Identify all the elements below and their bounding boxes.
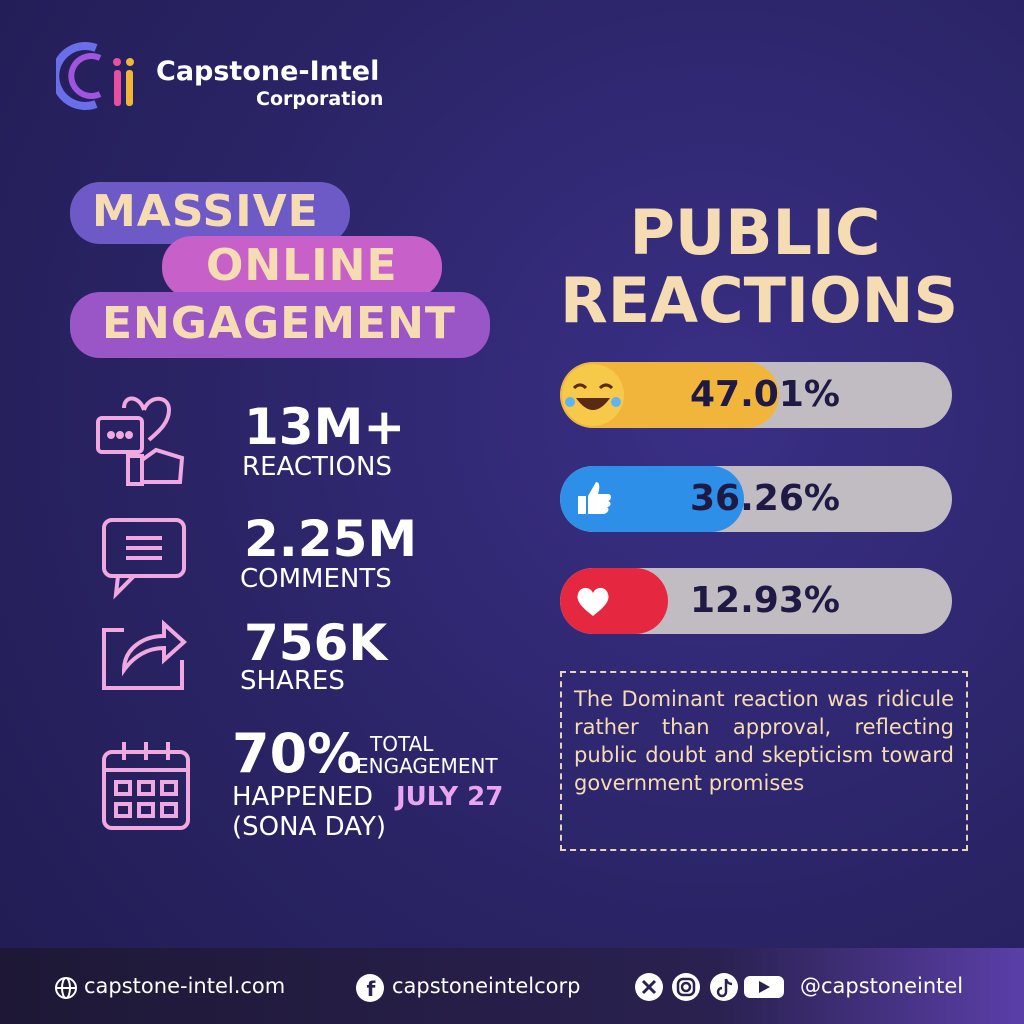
heading: MASSIVE	[92, 186, 319, 237]
bubble	[70, 292, 490, 358]
stat-label: SHARES	[240, 666, 345, 696]
footer: capstone-intel.com f capstoneintelcorp @…	[0, 948, 1024, 1024]
stat-icons	[96, 396, 187, 690]
highlight-value: 70%	[232, 722, 362, 785]
bubble	[162, 236, 442, 298]
stat-label: REACTIONS	[242, 452, 392, 482]
heading: ONLINE	[206, 240, 398, 291]
reactions-note: The Dominant reaction was ridicule rathe…	[560, 671, 968, 851]
stat-value: 756K	[244, 614, 388, 672]
calendar-icon	[102, 742, 190, 830]
social-icons	[635, 973, 784, 1001]
globe-icon	[55, 977, 77, 999]
highlight-label: TOTAL	[370, 732, 434, 756]
brand-name: Capstone-Intel	[156, 56, 380, 87]
highlight-line: HAPPENED	[232, 782, 374, 812]
heading: ENGAGEMENT	[102, 298, 456, 349]
reaction-label: 12.93%	[690, 580, 840, 621]
highlight-date: JULY 27	[396, 782, 504, 812]
reaction-icon	[562, 468, 624, 530]
logo	[56, 42, 134, 110]
reaction-label: 36.26%	[690, 478, 840, 519]
stat-value: 2.25M	[244, 510, 418, 568]
reactions-title: REACTIONS	[560, 264, 959, 337]
bubble	[70, 182, 350, 244]
reaction-icon	[562, 570, 624, 632]
facebook[interactable]: capstoneintelcorp	[392, 974, 581, 998]
brand-sub: Corporation	[256, 88, 384, 110]
highlight-label: ENGAGEMENT	[356, 754, 498, 778]
stat-value: 13M+	[244, 398, 406, 456]
reaction-icon	[562, 364, 624, 426]
handle[interactable]: @capstoneintel	[800, 974, 964, 998]
facebook-icon: f	[356, 974, 384, 1002]
reactions-title: PUBLIC	[629, 196, 881, 269]
svg-text:f: f	[367, 977, 376, 1001]
stat-label: COMMENTS	[240, 564, 392, 594]
highlight-note: (SONA DAY)	[232, 812, 386, 842]
website[interactable]: capstone-intel.com	[84, 974, 286, 998]
reaction-label: 47.01%	[690, 374, 840, 415]
